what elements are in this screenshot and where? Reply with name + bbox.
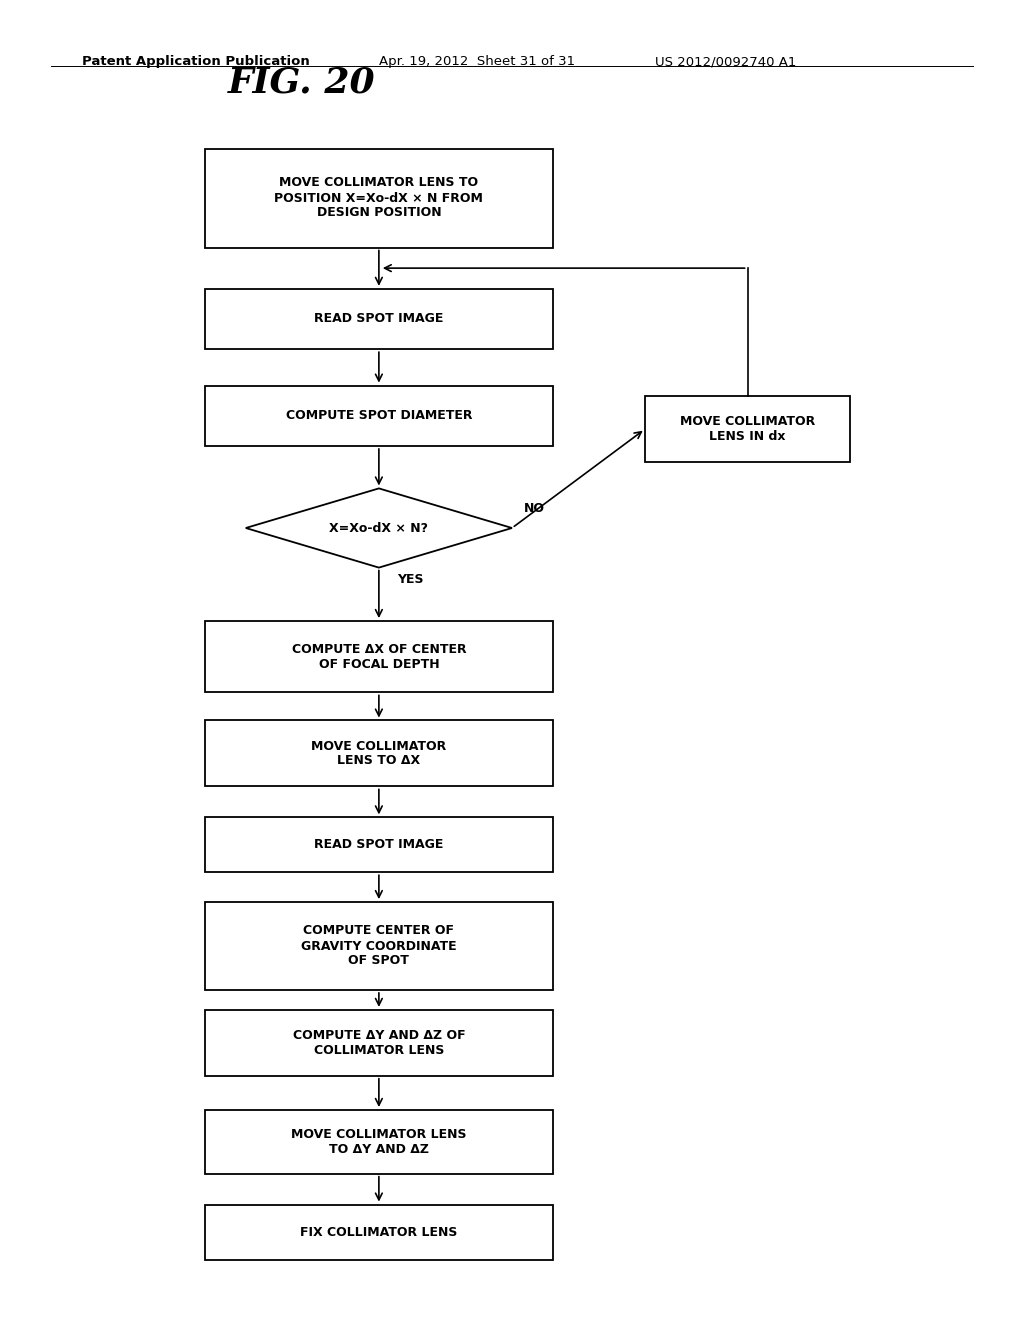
Text: US 2012/0092740 A1: US 2012/0092740 A1 <box>655 55 797 69</box>
Text: YES: YES <box>397 573 424 586</box>
Text: Apr. 19, 2012  Sheet 31 of 31: Apr. 19, 2012 Sheet 31 of 31 <box>379 55 575 69</box>
Text: MOVE COLLIMATOR LENS TO
POSITION X=Xo-dX × N FROM
DESIGN POSITION: MOVE COLLIMATOR LENS TO POSITION X=Xo-dX… <box>274 177 483 219</box>
Bar <box>205 817 553 873</box>
Text: FIG. 20: FIG. 20 <box>228 66 376 99</box>
Text: MOVE COLLIMATOR LENS
TO ΔY AND ΔZ: MOVE COLLIMATOR LENS TO ΔY AND ΔZ <box>291 1127 467 1156</box>
Text: MOVE COLLIMATOR
LENS TO ΔX: MOVE COLLIMATOR LENS TO ΔX <box>311 739 446 767</box>
Text: READ SPOT IMAGE: READ SPOT IMAGE <box>314 838 443 851</box>
Bar <box>205 1010 553 1076</box>
Bar <box>205 385 553 446</box>
Bar <box>205 1204 553 1259</box>
Bar <box>205 721 553 787</box>
Bar <box>205 620 553 693</box>
Text: Patent Application Publication: Patent Application Publication <box>82 55 309 69</box>
Text: COMPUTE ΔY AND ΔZ OF
COLLIMATOR LENS: COMPUTE ΔY AND ΔZ OF COLLIMATOR LENS <box>293 1028 465 1057</box>
Bar <box>205 149 553 248</box>
Text: COMPUTE CENTER OF
GRAVITY COORDINATE
OF SPOT: COMPUTE CENTER OF GRAVITY COORDINATE OF … <box>301 924 457 968</box>
Text: NO: NO <box>524 502 546 515</box>
Bar <box>205 289 553 350</box>
Text: COMPUTE SPOT DIAMETER: COMPUTE SPOT DIAMETER <box>286 409 472 422</box>
Bar <box>205 902 553 990</box>
Polygon shape <box>246 488 512 568</box>
Text: READ SPOT IMAGE: READ SPOT IMAGE <box>314 313 443 326</box>
Text: FIX COLLIMATOR LENS: FIX COLLIMATOR LENS <box>300 1225 458 1238</box>
Text: X=Xo-dX × N?: X=Xo-dX × N? <box>330 521 428 535</box>
Text: COMPUTE ΔX OF CENTER
OF FOCAL DEPTH: COMPUTE ΔX OF CENTER OF FOCAL DEPTH <box>292 643 466 671</box>
Bar <box>645 396 850 462</box>
Bar <box>205 1110 553 1173</box>
Text: MOVE COLLIMATOR
LENS IN dx: MOVE COLLIMATOR LENS IN dx <box>680 414 815 444</box>
